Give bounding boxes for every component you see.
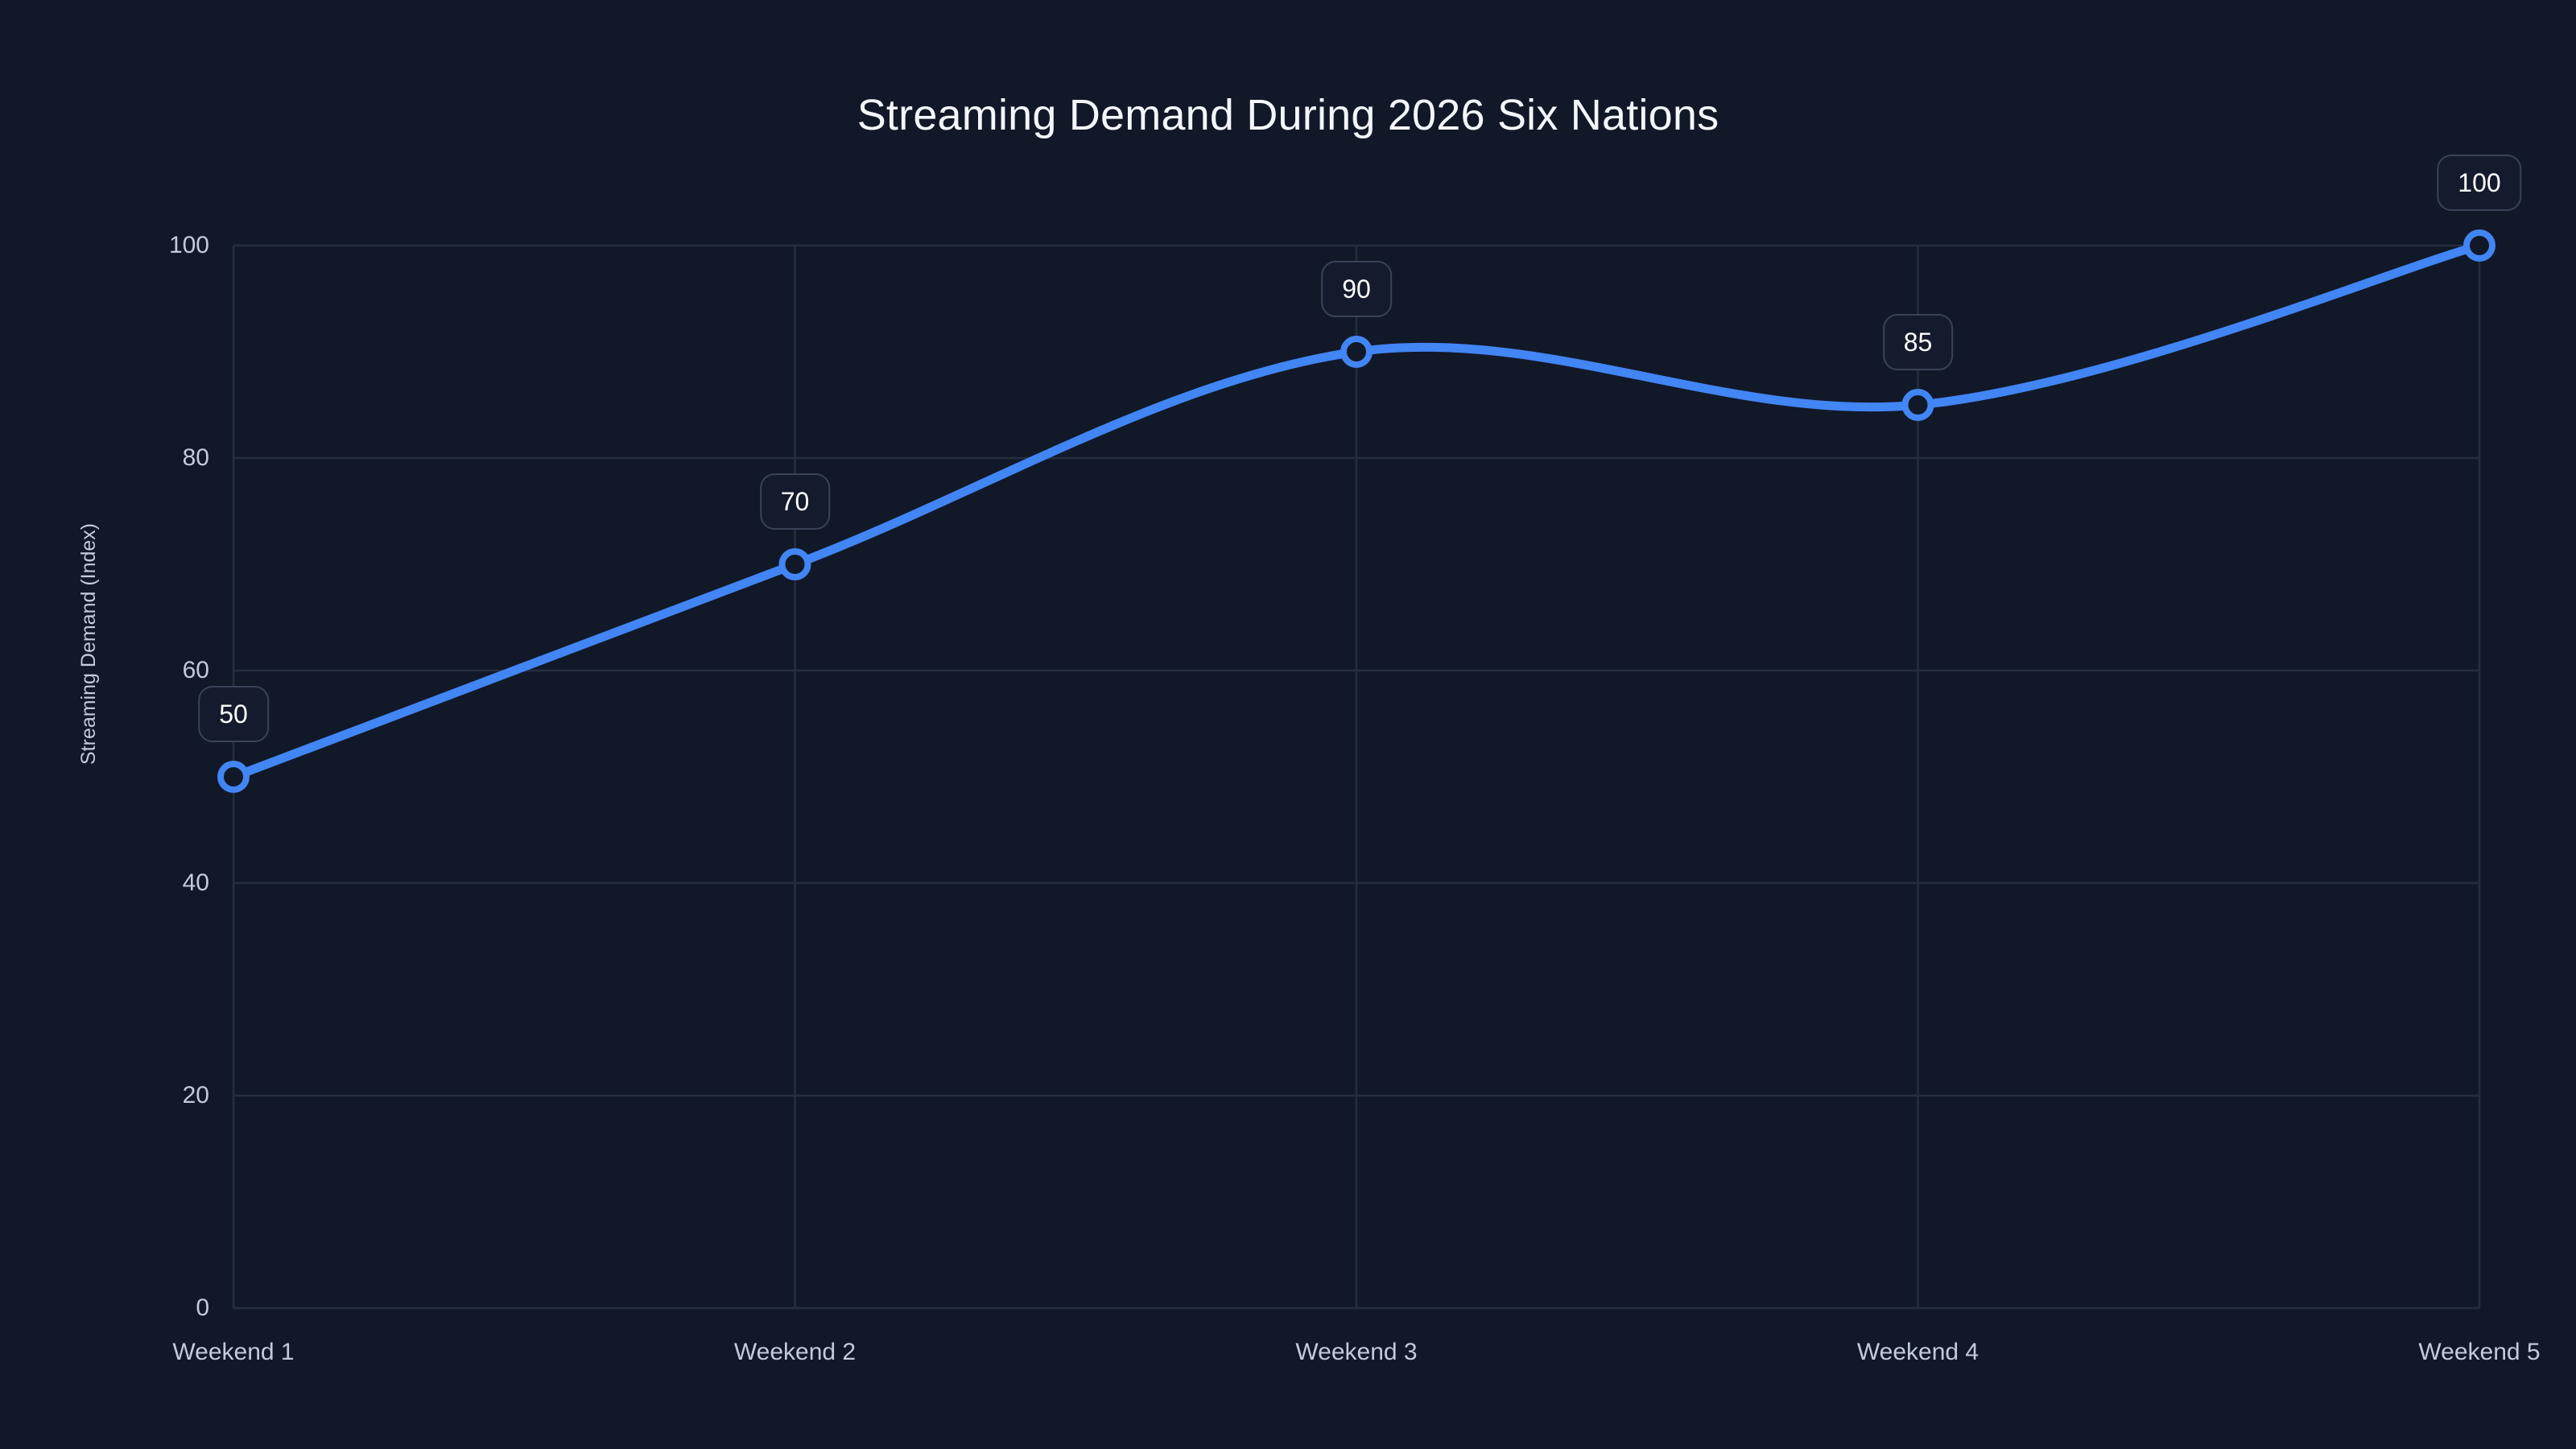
data-point-marker bbox=[778, 548, 811, 580]
data-point-marker bbox=[1340, 336, 1373, 368]
x-axis-tick-label: Weekend 2 bbox=[733, 1339, 857, 1365]
y-axis-tick-label: 100 bbox=[168, 232, 209, 258]
x-axis-tick-label: Weekend 1 bbox=[172, 1339, 295, 1365]
x-axis-tick-label: Weekend 5 bbox=[2418, 1339, 2541, 1365]
x-axis-tick-label: Weekend 4 bbox=[1856, 1339, 1979, 1365]
chart-title: Streaming Demand During 2026 Six Nations bbox=[857, 91, 1719, 139]
data-point-value-label: 70 bbox=[759, 473, 831, 530]
data-point-marker bbox=[2463, 229, 2496, 262]
data-point-value-label: 85 bbox=[1882, 314, 1954, 370]
y-axis-tick-label: 80 bbox=[182, 444, 209, 471]
y-axis-tick-label: 0 bbox=[196, 1294, 209, 1321]
y-axis-tick-label: 20 bbox=[182, 1082, 209, 1108]
data-point-value-label: 90 bbox=[1321, 261, 1392, 317]
y-axis-tick-label: 40 bbox=[182, 869, 209, 896]
data-point-value-label: 100 bbox=[2437, 155, 2522, 211]
data-point-value-label: 50 bbox=[198, 686, 269, 742]
y-axis-tick-label: 60 bbox=[182, 657, 209, 683]
grid-lines bbox=[232, 244, 2481, 1310]
data-point-marker bbox=[217, 761, 250, 793]
data-point-marker bbox=[1901, 389, 1934, 421]
y-axis-title: Streaming Demand (Index) bbox=[77, 522, 100, 765]
x-axis-tick-label: Weekend 3 bbox=[1295, 1339, 1418, 1365]
data-point-markers bbox=[217, 229, 2496, 793]
